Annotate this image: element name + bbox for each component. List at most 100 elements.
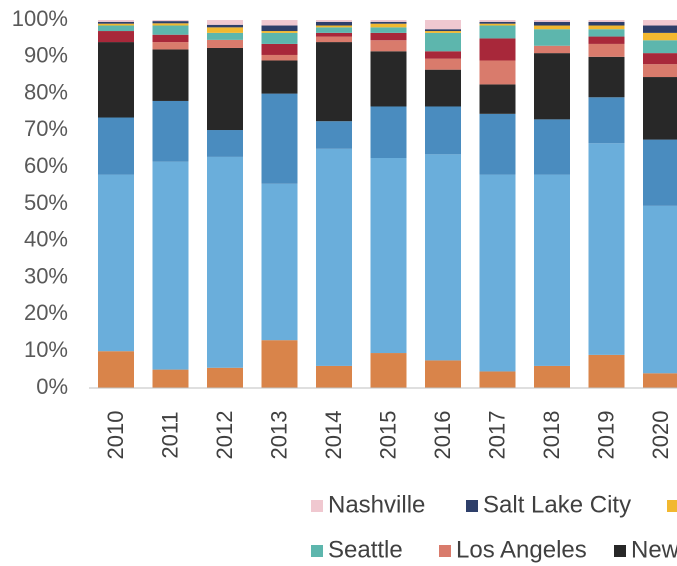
legend-swatch bbox=[311, 545, 323, 557]
bar-segment bbox=[588, 56, 625, 98]
bar-segment bbox=[588, 25, 625, 30]
x-tick-label: 2016 bbox=[430, 411, 455, 460]
bar-segment bbox=[152, 100, 189, 162]
y-tick-label: 60% bbox=[24, 153, 68, 178]
bar-segment bbox=[207, 24, 243, 28]
x-tick-label: 2014 bbox=[321, 411, 346, 460]
bar-segment bbox=[370, 23, 407, 28]
bar-segment bbox=[588, 36, 625, 44]
bar-segment bbox=[534, 174, 570, 366]
legend-swatch bbox=[614, 545, 626, 557]
bar-segment bbox=[152, 34, 189, 43]
bar-segment bbox=[207, 20, 243, 25]
bar-segment bbox=[479, 20, 516, 22]
bar-segment bbox=[207, 27, 243, 33]
bar-segment bbox=[643, 139, 677, 206]
bar-segment bbox=[588, 143, 625, 355]
y-tick-label: 70% bbox=[24, 116, 68, 141]
bar-segment bbox=[152, 25, 189, 35]
bar-segment bbox=[98, 31, 134, 43]
bar-segment bbox=[98, 351, 134, 388]
bar-segment bbox=[370, 20, 407, 22]
legend-label: Seattle bbox=[328, 536, 403, 563]
bar-segment bbox=[261, 32, 298, 44]
bar-segment bbox=[152, 20, 189, 22]
x-tick-label: 2020 bbox=[648, 411, 673, 460]
bar-segment bbox=[316, 21, 352, 26]
bar-segment bbox=[98, 20, 134, 22]
bar-segment bbox=[479, 371, 516, 388]
bar-segment bbox=[534, 20, 570, 22]
legend-label: Los Angeles bbox=[456, 536, 587, 563]
legend-swatch bbox=[311, 500, 323, 512]
bar-segment bbox=[370, 21, 407, 24]
bar-segment bbox=[425, 58, 461, 70]
legend-label: Salt Lake City bbox=[483, 491, 631, 518]
bar-segment bbox=[643, 25, 677, 33]
y-tick-label: 50% bbox=[24, 190, 68, 215]
bar-segment bbox=[207, 130, 243, 157]
bar-segment bbox=[316, 20, 352, 22]
x-tick-label: 2012 bbox=[212, 411, 237, 460]
bar-segment bbox=[425, 20, 461, 30]
bar-segment bbox=[98, 25, 134, 32]
legend-swatch bbox=[466, 500, 478, 512]
bar-segment bbox=[98, 42, 134, 118]
x-tick-label: 2017 bbox=[484, 411, 509, 460]
bar-segment bbox=[152, 49, 189, 101]
y-tick-label: 100% bbox=[12, 6, 68, 31]
y-tick-label: 30% bbox=[24, 263, 68, 288]
bar-segment bbox=[152, 42, 189, 50]
bar-segment bbox=[261, 20, 298, 26]
bar-segment bbox=[370, 353, 407, 388]
bar-segment bbox=[479, 84, 516, 114]
bar-segment bbox=[643, 373, 677, 388]
bar-segment bbox=[534, 21, 570, 26]
y-tick-label: 40% bbox=[24, 227, 68, 252]
bar-segment bbox=[425, 51, 461, 59]
bar-segment bbox=[316, 25, 352, 28]
bar-segment bbox=[207, 367, 243, 388]
bar-segment bbox=[261, 25, 298, 32]
x-tick-label: 2015 bbox=[375, 411, 400, 460]
bar-segment bbox=[425, 360, 461, 388]
x-tick-label: 2010 bbox=[103, 411, 128, 460]
bar-segment bbox=[207, 32, 243, 40]
bar-segment bbox=[98, 21, 134, 24]
bar-segment bbox=[207, 47, 243, 131]
bar-segment bbox=[479, 174, 516, 372]
bar-segment bbox=[261, 183, 298, 341]
bar-segment bbox=[207, 156, 243, 368]
legend-label: New bbox=[631, 536, 677, 563]
bar-segment bbox=[152, 23, 189, 26]
bar-segment bbox=[643, 40, 677, 54]
bar-segment bbox=[261, 43, 298, 55]
bar-segment bbox=[152, 21, 189, 24]
bar-segment bbox=[316, 365, 352, 388]
bar-segment bbox=[643, 53, 677, 65]
bar-segment bbox=[261, 340, 298, 388]
y-tick-label: 0% bbox=[36, 374, 68, 399]
bar-segment bbox=[479, 25, 516, 39]
bar-segment bbox=[98, 117, 134, 175]
bar-segment bbox=[588, 97, 625, 144]
bar-segment bbox=[261, 93, 298, 184]
bar-segment bbox=[370, 32, 407, 41]
legend-label: Nashville bbox=[328, 491, 425, 518]
bar-segment bbox=[152, 161, 189, 370]
bar-segment bbox=[588, 20, 625, 22]
bar-segment bbox=[261, 31, 298, 33]
bar-segment bbox=[588, 43, 625, 57]
bar-segment bbox=[425, 154, 461, 361]
bar-segment bbox=[261, 60, 298, 94]
y-tick-label: 10% bbox=[24, 337, 68, 362]
legend-swatch bbox=[667, 500, 677, 512]
y-tick-label: 90% bbox=[24, 43, 68, 68]
bar-segment bbox=[152, 369, 189, 388]
bar-segment bbox=[643, 77, 677, 140]
bar-segment bbox=[534, 45, 570, 54]
bar-segment bbox=[425, 69, 461, 107]
y-tick-label: 80% bbox=[24, 79, 68, 104]
bar-segment bbox=[98, 174, 134, 352]
